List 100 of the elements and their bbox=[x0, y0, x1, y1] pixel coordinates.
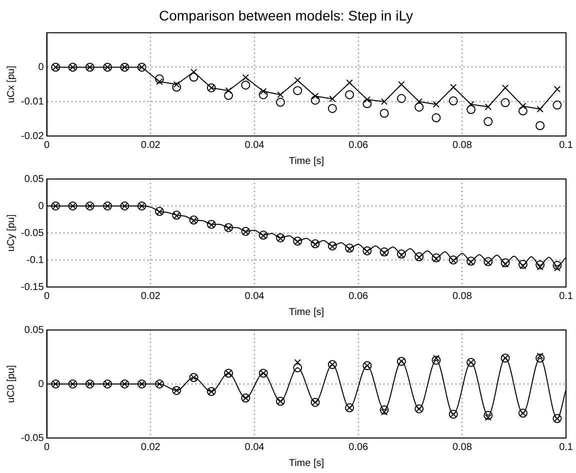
point bbox=[173, 81, 180, 88]
point bbox=[380, 98, 388, 105]
point bbox=[554, 86, 561, 93]
point bbox=[345, 90, 354, 100]
point bbox=[380, 250, 388, 256]
point bbox=[398, 81, 405, 88]
point bbox=[468, 258, 474, 266]
point bbox=[500, 98, 510, 108]
point bbox=[484, 259, 492, 266]
point bbox=[432, 256, 440, 262]
point bbox=[518, 106, 528, 116]
y-tick-label: 0 bbox=[38, 378, 44, 390]
x-tick-label: 0.08 bbox=[452, 290, 472, 302]
point bbox=[536, 354, 545, 363]
point bbox=[450, 84, 457, 90]
point bbox=[396, 94, 406, 104]
x-tick-label: 0.02 bbox=[140, 442, 161, 453]
y-tick-label: 0.05 bbox=[24, 324, 44, 336]
point bbox=[242, 228, 249, 236]
point bbox=[536, 121, 545, 130]
x-tick-label: 0.04 bbox=[244, 442, 265, 453]
point bbox=[242, 74, 249, 81]
point bbox=[328, 104, 337, 113]
x-tick-label: 0.06 bbox=[348, 140, 369, 151]
point bbox=[277, 235, 284, 242]
point bbox=[468, 101, 474, 108]
x-tick-label: 0.02 bbox=[140, 140, 161, 151]
point bbox=[293, 363, 302, 372]
x-tick-label: 0.06 bbox=[348, 290, 369, 302]
y-tick-label: -0.15 bbox=[20, 282, 44, 293]
x-tick-label: 0.08 bbox=[452, 140, 472, 151]
y-tick-label: -0.01 bbox=[20, 96, 44, 108]
point bbox=[329, 96, 336, 102]
point bbox=[484, 414, 492, 421]
point bbox=[312, 92, 319, 100]
point bbox=[432, 354, 440, 362]
point bbox=[258, 90, 268, 100]
y-axis-title: uCy [pu] bbox=[6, 214, 17, 252]
y-tick-label: -0.1 bbox=[26, 254, 44, 266]
x-tick-label: 0.1 bbox=[559, 140, 574, 151]
point bbox=[156, 208, 163, 216]
x-tick-label: 0.06 bbox=[348, 442, 369, 453]
point bbox=[156, 78, 163, 85]
point bbox=[520, 102, 526, 110]
point bbox=[294, 76, 301, 84]
x-axis-title: Time [s] bbox=[288, 458, 324, 469]
point bbox=[536, 264, 544, 270]
point bbox=[554, 264, 561, 272]
x-tick-label: 0.04 bbox=[244, 290, 265, 302]
point bbox=[293, 86, 302, 96]
point bbox=[172, 82, 182, 92]
point bbox=[364, 96, 371, 103]
x-tick-label: 0.04 bbox=[244, 140, 265, 151]
point bbox=[500, 258, 510, 268]
point bbox=[536, 106, 544, 112]
point bbox=[414, 102, 424, 112]
point bbox=[241, 226, 250, 236]
point bbox=[224, 90, 234, 100]
point bbox=[346, 246, 353, 253]
point bbox=[502, 84, 509, 92]
point bbox=[225, 87, 232, 94]
x-axis-title: Time [s] bbox=[288, 156, 324, 167]
y-tick-label: -0.02 bbox=[20, 130, 44, 142]
point bbox=[552, 100, 562, 110]
point bbox=[329, 243, 336, 250]
x-tick-label: 0.08 bbox=[452, 442, 472, 453]
point bbox=[241, 80, 250, 90]
point bbox=[189, 72, 198, 82]
point bbox=[312, 241, 319, 248]
point bbox=[294, 359, 301, 366]
point bbox=[362, 99, 372, 108]
y-tick-label: -0.05 bbox=[20, 228, 44, 239]
point bbox=[345, 244, 354, 253]
point bbox=[502, 260, 509, 268]
point bbox=[346, 79, 353, 86]
y-axis-title: uCx [pu] bbox=[6, 66, 17, 104]
x-axis-title: Time [s] bbox=[288, 306, 324, 318]
point bbox=[154, 206, 164, 216]
point bbox=[448, 96, 458, 106]
point bbox=[416, 98, 422, 105]
point bbox=[484, 257, 493, 266]
point bbox=[310, 96, 320, 105]
x-tick-label: 0.1 bbox=[559, 290, 574, 302]
y-axis-title: uC0 [pu] bbox=[6, 364, 17, 403]
point bbox=[432, 356, 441, 365]
point bbox=[536, 260, 545, 270]
x-tick-label: 0.02 bbox=[140, 290, 161, 302]
point bbox=[276, 98, 285, 107]
point bbox=[380, 408, 388, 416]
y-tick-label: -0.05 bbox=[20, 432, 44, 444]
y-tick-label: 0.05 bbox=[24, 174, 44, 185]
point bbox=[362, 246, 372, 256]
point bbox=[432, 253, 441, 262]
point bbox=[364, 248, 371, 255]
y-tick-label: 0 bbox=[38, 62, 44, 73]
point bbox=[552, 260, 562, 270]
point bbox=[484, 117, 493, 126]
point bbox=[208, 222, 215, 228]
y-tick-label: 0 bbox=[38, 200, 44, 212]
point bbox=[380, 108, 389, 118]
